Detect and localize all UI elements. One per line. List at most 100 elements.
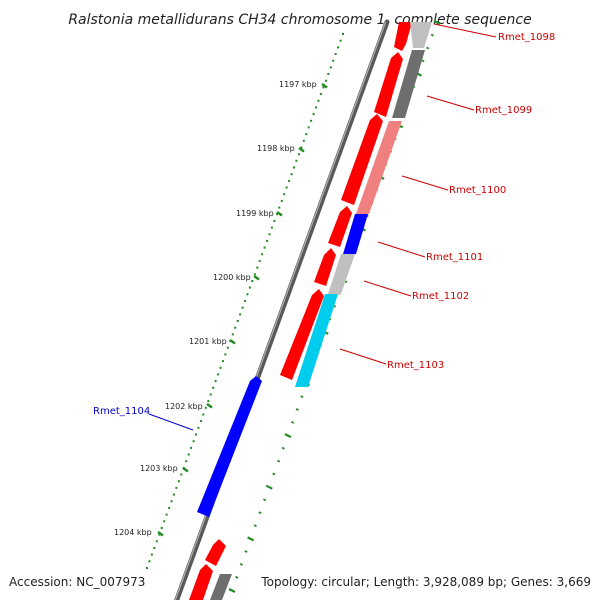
ruler-dot xyxy=(261,253,264,256)
homology-gray-dark[interactable] xyxy=(392,50,425,118)
gene-label-rmet-1099[interactable]: Rmet_1099 xyxy=(475,105,532,116)
gene-rmet-1101-cds[interactable] xyxy=(328,206,352,247)
ruler-dot xyxy=(177,480,180,483)
ruler-major-tick xyxy=(157,530,164,537)
homology-track xyxy=(210,22,432,600)
inner-ruler-tick xyxy=(244,550,248,553)
ruler-dot xyxy=(253,273,256,276)
ruler-dot xyxy=(202,413,205,416)
gene-labels: Rmet_1098 Rmet_1099 Rmet_1100 Rmet_1101 … xyxy=(93,32,555,417)
ruler-dot xyxy=(165,513,168,516)
ruler-dot xyxy=(170,500,173,503)
ruler-dot xyxy=(180,473,183,476)
forward-strand-features xyxy=(189,22,412,600)
inner-ruler-tick xyxy=(290,420,295,424)
ruler-dot xyxy=(280,199,283,202)
ruler-dot xyxy=(310,119,313,122)
ruler-dot xyxy=(300,146,303,149)
gene-label-rmet-1104[interactable]: Rmet_1104 xyxy=(93,406,150,417)
ruler-dot xyxy=(187,453,190,456)
gene-label-rmet-1102[interactable]: Rmet_1102 xyxy=(412,291,469,302)
gene-cds-lower-1[interactable] xyxy=(205,539,226,566)
gene-label-rmet-1098[interactable]: Rmet_1098 xyxy=(498,32,555,43)
ruler-dot xyxy=(273,219,276,222)
gene-cds-lower-2[interactable] xyxy=(189,564,213,600)
gene-rmet-1103-cds[interactable] xyxy=(280,289,324,380)
kbp-label-1204: 1204 kbp xyxy=(114,528,152,537)
kbp-label-1201: 1201 kbp xyxy=(189,337,227,346)
ruler-dot xyxy=(150,553,153,556)
inner-ruler-ticks xyxy=(228,20,441,593)
inner-ruler-tick xyxy=(235,575,239,579)
ruler-dot xyxy=(204,406,207,409)
homology-gray-dark-bottom[interactable] xyxy=(210,574,232,600)
kbp-label-1200: 1200 kbp xyxy=(213,273,251,282)
ruler-dot xyxy=(295,159,298,162)
gene-rmet-1102-cds[interactable] xyxy=(314,248,336,286)
ruler-dot xyxy=(199,420,202,423)
ruler-dot xyxy=(248,286,251,289)
gene-label-rmet-1103[interactable]: Rmet_1103 xyxy=(387,360,444,371)
ruler-dot xyxy=(288,179,291,182)
inner-ruler-tick xyxy=(272,472,276,476)
ruler-dot xyxy=(322,86,325,89)
ruler-dot xyxy=(251,280,254,282)
ruler-major-tick xyxy=(206,402,213,409)
ruler-dot xyxy=(312,113,315,116)
ruler-dot xyxy=(285,186,288,189)
ruler-dot xyxy=(270,226,273,229)
ruler-major-tick xyxy=(229,338,236,345)
ruler-dot xyxy=(317,99,320,102)
gene-rmet-1099-cds[interactable] xyxy=(374,52,403,117)
gene-rmet-1100-cds[interactable] xyxy=(341,114,383,205)
ruler-dot xyxy=(315,106,318,109)
ruler-dot xyxy=(256,266,259,269)
inner-ruler-tick xyxy=(247,536,255,542)
inner-ruler-tick xyxy=(284,433,292,439)
ruler-dot xyxy=(155,540,158,543)
accession-text: Accession: NC_007973 xyxy=(9,575,145,589)
gene-label-rmet-1101[interactable]: Rmet_1101 xyxy=(426,252,483,263)
ruler-dot xyxy=(266,239,269,242)
ruler-major-tick xyxy=(298,146,305,153)
ruler-dot xyxy=(224,353,227,356)
inner-ruler-tick xyxy=(265,484,273,490)
homology-blue[interactable] xyxy=(343,214,368,254)
ruler-dot xyxy=(283,193,286,196)
homology-gray-light-mid[interactable] xyxy=(328,254,355,294)
gene-leader-lines xyxy=(148,23,497,431)
ruler-dot xyxy=(234,326,237,329)
gene-rmet-1098-cds[interactable] xyxy=(394,22,412,51)
ruler-dot xyxy=(268,233,271,236)
ruler-dot xyxy=(185,460,188,463)
ruler-dot xyxy=(327,73,330,75)
ruler-dot xyxy=(297,153,300,156)
ruler-dot xyxy=(231,333,234,336)
ruler-dot xyxy=(258,259,261,262)
ruler-dot xyxy=(246,293,249,296)
kbp-label-1199: 1199 kbp xyxy=(236,209,274,218)
ruler-dot xyxy=(212,386,215,389)
gene-rmet-1104-cds[interactable] xyxy=(197,376,262,517)
inner-ruler-tick xyxy=(228,588,236,593)
homology-gray-light-top[interactable] xyxy=(410,22,432,48)
genome-summary-text: Topology: circular; Length: 3,928,089 bp… xyxy=(260,575,591,589)
homology-pink[interactable] xyxy=(356,121,402,214)
ruler-dot xyxy=(278,206,281,209)
ruler-dot xyxy=(275,213,278,216)
ruler-dot xyxy=(334,53,337,55)
ruler-dot xyxy=(172,493,175,496)
ruler-dot xyxy=(195,433,197,436)
homology-cyan[interactable] xyxy=(295,294,338,387)
ruler-major-tick xyxy=(321,82,328,89)
kbp-label-1197: 1197 kbp xyxy=(279,80,317,89)
ruler-dot xyxy=(263,246,266,249)
ruler-dot xyxy=(342,33,344,35)
kbp-label-1202: 1202 kbp xyxy=(165,402,203,411)
ruler-dot xyxy=(153,547,156,549)
ruler-dot xyxy=(332,59,335,62)
kbp-labels: 1197 kbp 1198 kbp 1199 kbp 1200 kbp 1201… xyxy=(114,80,317,537)
gene-label-rmet-1100[interactable]: Rmet_1100 xyxy=(449,185,506,196)
ruler-dot xyxy=(239,313,242,316)
